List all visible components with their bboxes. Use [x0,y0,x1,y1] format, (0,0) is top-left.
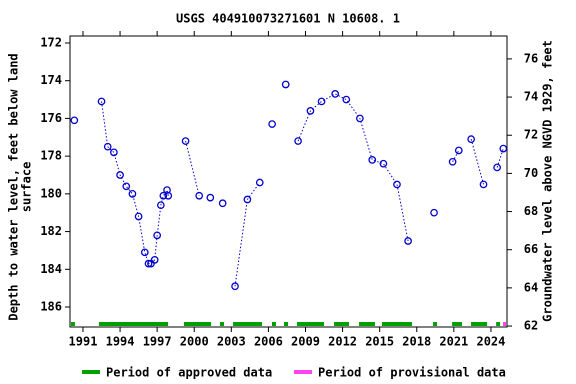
x-tick-label: 2012 [328,335,357,349]
series-line [234,182,261,287]
x-tick-label: 1997 [143,335,172,349]
data-point [281,80,290,89]
data-point [150,256,159,264]
period-bar [219,322,225,326]
data-point [306,107,315,115]
y2-tick-label: 74 [524,90,538,104]
x-tick-label: 2009 [291,335,320,349]
data-point [255,178,264,187]
data-point [134,212,143,221]
period-bar [382,322,413,326]
x-tick-label: 2000 [180,335,209,349]
period-bar [359,322,375,326]
y2-tick-label: 76 [524,51,538,65]
series-line [452,150,460,163]
y-axis-label: surface [20,162,34,213]
data-point [404,237,412,245]
data-point [97,97,106,106]
data-point [454,146,463,155]
y-tick-label: 178 [40,149,62,163]
y2-axis-label: Groundwater level above NGVD 1929, feet [541,40,555,322]
period-bar [271,322,276,326]
y-tick-label: 174 [40,73,62,87]
data-point [317,97,326,106]
period-bar [496,322,501,326]
period-bar [98,322,169,326]
x-tick-label: 2015 [365,335,394,349]
data-point [467,135,475,144]
data-point [157,201,165,210]
y2-tick-label: 72 [524,128,538,142]
data-point [103,142,112,151]
x-tick-label: 1994 [106,335,135,349]
period-bar [503,322,507,326]
y2-tick-label: 62 [524,319,538,333]
chart-title: USGS 404910073271601 N 10608. 1 [176,12,400,26]
data-point [116,171,124,179]
y2-tick-label: 66 [524,242,538,256]
y2-tick-label: 64 [524,280,538,294]
y-axis-label: Depth to water level, feet below land [7,53,21,320]
data-point [218,199,227,208]
series-line [297,93,409,242]
data-point [159,191,168,200]
period-bar [233,322,262,326]
data-point [493,163,501,172]
data-point [164,191,173,200]
data-point [231,282,239,291]
data-point [110,148,118,157]
period-bar [471,322,488,326]
data-point [294,137,302,145]
data-point [268,120,276,128]
plot-frame [69,35,508,328]
period-bar [183,322,212,326]
series-line [470,139,484,185]
data-point [122,182,131,191]
data-point [153,231,162,240]
data-point [331,90,340,98]
x-tick-label: 1991 [69,335,98,349]
data-point [70,116,79,125]
x-tick-label: 2003 [217,335,246,349]
period-bar [433,322,438,326]
data-point [195,191,204,200]
data-point [499,144,508,153]
data-point [430,208,438,217]
data-point [368,156,377,164]
period-bar [452,322,463,326]
data-point [393,180,401,189]
data-point [379,159,388,168]
data-point [128,190,137,198]
period-bar [296,322,325,326]
period-bar [334,322,350,326]
data-point [140,248,149,257]
y-tick-label: 182 [40,224,62,238]
x-tick-label: 2006 [254,335,283,349]
series-line [101,101,169,265]
x-tick-label: 2024 [476,335,505,349]
data-point [206,193,215,202]
legend-label: Period of approved data [106,366,272,380]
y-tick-label: 184 [40,262,62,276]
y2-tick-label: 68 [524,204,538,218]
data-point [181,137,190,145]
y-tick-label: 186 [40,300,62,314]
data-point [342,95,351,104]
data-point [144,259,153,268]
period-bar [283,322,289,326]
legend-label: Period of provisional data [318,366,506,380]
data-point [243,195,252,204]
y-tick-label: 172 [40,35,62,49]
data-point [448,157,457,166]
x-tick-label: 2018 [402,335,431,349]
data-point [356,114,364,123]
period-bar [70,322,75,326]
y-tick-label: 176 [40,111,62,125]
y2-tick-label: 70 [524,166,538,180]
y-tick-label: 180 [40,186,62,200]
series-line [185,140,200,196]
x-tick-label: 2021 [439,335,468,349]
data-point [479,180,488,189]
